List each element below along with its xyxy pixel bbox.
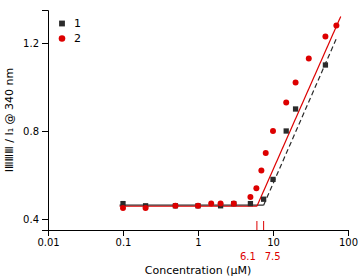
y-axis-tick: 0.8 [23, 126, 48, 137]
y-axis-tick-label: 1.2 [23, 38, 39, 49]
point [293, 106, 298, 111]
x-axis-tick-label: 0.1 [116, 237, 132, 248]
point [284, 128, 289, 133]
marks [120, 17, 341, 230]
point [218, 201, 224, 207]
legend: 12 [59, 17, 81, 45]
plot: 0.01 0.1 1 10 100 0.4 0.8 1.2 6.1 7.5 Concentratio… [23, 11, 358, 278]
y-axis-tick-label: 0.8 [23, 126, 39, 137]
y-axis-tick-mark [42, 131, 48, 132]
x-axis-tick-mark [123, 230, 124, 236]
point [231, 201, 237, 207]
annotation-line [263, 221, 264, 230]
point [143, 205, 149, 211]
point [195, 203, 200, 208]
point [333, 22, 339, 28]
point [270, 177, 275, 182]
annotation: 6.1 [240, 251, 256, 262]
y-axis-line [42, 11, 49, 231]
annotation-line [256, 221, 257, 230]
y-axis: 0.4 0.8 1.2 [23, 11, 48, 231]
y-axis-tick: 0.4 [23, 214, 48, 225]
y-axis-title: IⅢⅢⅢ / I₁ @ 340 nm [3, 68, 16, 173]
chart-container: 0.01 0.1 1 10 100 0.4 0.8 1.2 6.1 7.5 Concentratio… [0, 0, 360, 280]
point [208, 201, 214, 207]
x-axis-tick-label: 10 [267, 237, 280, 248]
line [257, 17, 341, 207]
point [173, 203, 178, 208]
annotation: 7.5 [265, 251, 281, 262]
point [322, 33, 328, 39]
point [283, 99, 289, 105]
x-axis-tick: 100 [339, 230, 358, 248]
x-axis-tick: 10 [267, 230, 280, 248]
line [264, 39, 337, 206]
y-axis-tick-label: 0.4 [23, 214, 39, 225]
point [248, 201, 253, 206]
legend-symbol [59, 35, 66, 42]
point [231, 201, 236, 206]
y-axis-tick-mark [42, 43, 48, 44]
y-axis-tick-mark [42, 219, 48, 220]
chart: 0.01 0.1 1 10 100 0.4 0.8 1.2 6.1 7.5 Concentratio… [0, 0, 360, 280]
x-axis-tick-label: 1 [195, 237, 201, 248]
point [293, 80, 299, 86]
x-axis-tick-mark [273, 230, 274, 236]
x-axis-tick-mark [198, 230, 199, 236]
legend-label: 2 [74, 32, 81, 45]
x-axis-tick-label: 100 [339, 237, 358, 248]
point [253, 185, 259, 191]
legend-label: 1 [74, 17, 81, 30]
y-axis-tick: 1.2 [23, 38, 48, 49]
x-axis-tick: 1 [195, 230, 201, 248]
point [261, 197, 266, 202]
x-axis-line [49, 231, 349, 237]
point [172, 203, 178, 209]
x-axis-tick: 0.01 [37, 230, 59, 248]
point [306, 55, 312, 61]
point [263, 150, 269, 156]
x-axis-title: Concentration (μM) [145, 264, 251, 277]
x-axis-tick-mark [348, 230, 349, 236]
point [270, 128, 276, 134]
line [120, 205, 264, 206]
x-axis-tick-label: 0.01 [37, 237, 59, 248]
x-axis-tick: 0.1 [116, 230, 132, 248]
point [258, 168, 264, 174]
x-axis: 0.01 0.1 1 10 100 [37, 230, 358, 248]
legend-item: 2 [59, 32, 81, 45]
legend-symbol [59, 21, 65, 27]
point [120, 205, 126, 211]
legend-item: 1 [59, 17, 81, 30]
point [323, 62, 328, 67]
point [195, 203, 201, 209]
point [247, 194, 253, 200]
